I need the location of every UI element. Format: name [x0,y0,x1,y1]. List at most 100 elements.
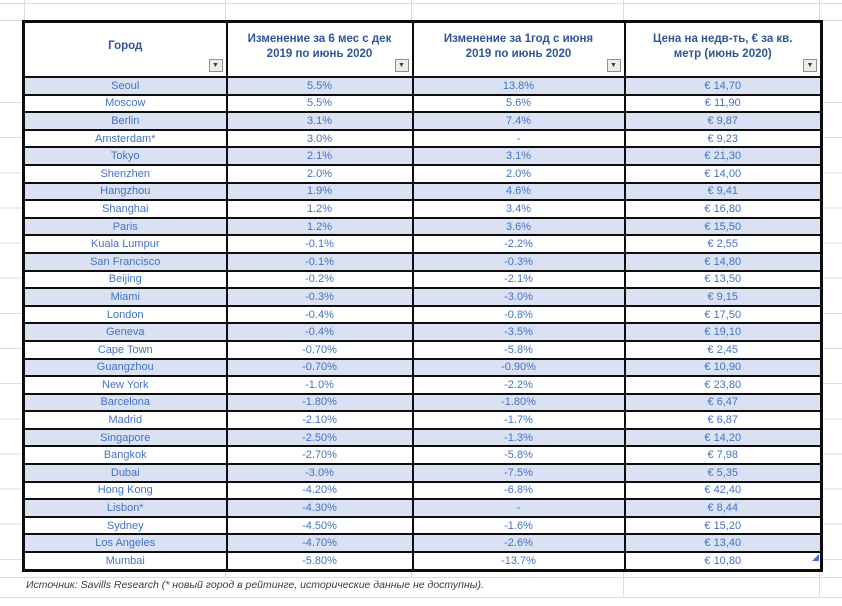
city-cell[interactable]: Singapore [22,427,228,448]
city-cell[interactable]: Guangzhou [22,357,228,378]
price-cell[interactable]: € 23,80 [623,375,823,395]
city-cell[interactable]: Amsterdam* [22,128,228,149]
change-6m-cell[interactable]: -2.10% [225,410,414,430]
change-1y-cell[interactable]: 13.8% [411,76,626,96]
change-6m-cell[interactable]: 3.1% [225,111,414,131]
price-cell[interactable]: € 7,98 [623,445,823,466]
change-6m-cell[interactable]: -4.30% [225,498,414,518]
price-cell[interactable]: € 9,41 [623,181,823,202]
change-1y-cell[interactable]: -2.1% [411,269,626,290]
column-header-price[interactable]: Цена на недв-ть, € за кв. метр (июнь 202… [623,20,823,78]
column-header-change-6m[interactable]: Изменение за 6 мес с дек 2019 по июнь 20… [225,20,414,78]
filter-button-change-6m[interactable]: ▼ [394,59,409,72]
change-1y-cell[interactable]: -2.2% [411,234,626,254]
city-cell[interactable]: Cape Town [22,339,228,360]
change-1y-cell[interactable]: 2.0% [411,163,626,184]
change-1y-cell[interactable]: -6.8% [411,480,626,501]
change-1y-cell[interactable]: -2.6% [411,533,626,554]
price-cell[interactable]: € 10,80 [623,551,823,572]
change-6m-cell[interactable]: -4.70% [225,533,414,554]
change-1y-cell[interactable]: 3.4% [411,199,626,219]
city-cell[interactable]: Hangzhou [22,181,228,202]
price-cell[interactable]: € 16,80 [623,199,823,219]
price-cell[interactable]: € 8,44 [623,498,823,518]
filter-button-price[interactable]: ▼ [803,59,817,72]
change-6m-cell[interactable]: -4.50% [225,515,414,536]
table-resize-handle[interactable] [812,554,819,561]
city-cell[interactable]: Kuala Lumpur [22,234,228,254]
price-cell[interactable]: € 13,40 [623,533,823,554]
change-1y-cell[interactable]: -2.2% [411,375,626,395]
change-6m-cell[interactable]: -0.1% [225,234,414,254]
city-cell[interactable]: Berlin [22,111,228,131]
price-cell[interactable]: € 10,90 [623,357,823,378]
price-cell[interactable]: € 5,35 [623,463,823,483]
change-1y-cell[interactable]: -5.8% [411,445,626,466]
price-cell[interactable]: € 14,70 [623,76,823,96]
price-cell[interactable]: € 14,00 [623,163,823,184]
price-cell[interactable]: € 14,80 [623,251,823,272]
column-header-city[interactable]: Город ▼ [22,20,228,78]
price-cell[interactable]: € 9,23 [623,128,823,149]
change-1y-cell[interactable]: -0.3% [411,251,626,272]
change-1y-cell[interactable]: -1.3% [411,427,626,448]
change-6m-cell[interactable]: -2.70% [225,445,414,466]
change-6m-cell[interactable]: -0.1% [225,251,414,272]
change-1y-cell[interactable]: 4.6% [411,181,626,202]
price-cell[interactable]: € 15,20 [623,515,823,536]
change-1y-cell[interactable]: -13.7% [411,551,626,572]
change-6m-cell[interactable]: -0.2% [225,269,414,290]
price-cell[interactable]: € 6,87 [623,410,823,430]
city-cell[interactable]: London [22,304,228,325]
change-6m-cell[interactable]: 2.1% [225,146,414,166]
city-cell[interactable]: Shenzhen [22,163,228,184]
change-1y-cell[interactable]: -3.0% [411,287,626,307]
city-cell[interactable]: Hong Kong [22,480,228,501]
change-6m-cell[interactable]: -0.3% [225,287,414,307]
price-cell[interactable]: € 15,50 [623,216,823,237]
change-6m-cell[interactable]: 2.0% [225,163,414,184]
city-cell[interactable]: Madrid [22,410,228,430]
price-cell[interactable]: € 17,50 [623,304,823,325]
change-6m-cell[interactable]: -1.0% [225,375,414,395]
price-cell[interactable]: € 13,50 [623,269,823,290]
column-header-change-1y[interactable]: Изменение за 1год с июня 2019 по июнь 20… [411,20,626,78]
change-1y-cell[interactable]: -1.80% [411,392,626,413]
city-cell[interactable]: Paris [22,216,228,237]
city-cell[interactable]: Shanghai [22,199,228,219]
change-6m-cell[interactable]: 1.9% [225,181,414,202]
change-1y-cell[interactable]: 3.6% [411,216,626,237]
change-6m-cell[interactable]: -4.20% [225,480,414,501]
city-cell[interactable]: Seoul [22,76,228,96]
filter-button-city[interactable]: ▼ [208,59,223,72]
city-cell[interactable]: Mumbai [22,551,228,572]
price-cell[interactable]: € 11,90 [623,93,823,114]
city-cell[interactable]: Tokyo [22,146,228,166]
city-cell[interactable]: Moscow [22,93,228,114]
change-1y-cell[interactable]: -1.6% [411,515,626,536]
change-1y-cell[interactable]: 3.1% [411,146,626,166]
price-cell[interactable]: € 14,20 [623,427,823,448]
city-cell[interactable]: Lisbon* [22,498,228,518]
price-cell[interactable]: € 9,15 [623,287,823,307]
change-6m-cell[interactable]: 1.2% [225,199,414,219]
price-cell[interactable]: € 2,45 [623,339,823,360]
change-1y-cell[interactable]: -1.7% [411,410,626,430]
change-1y-cell[interactable]: -0.90% [411,357,626,378]
change-1y-cell[interactable]: -3.5% [411,322,626,342]
change-6m-cell[interactable]: 1.2% [225,216,414,237]
price-cell[interactable]: € 42,40 [623,480,823,501]
city-cell[interactable]: Bangkok [22,445,228,466]
change-1y-cell[interactable]: -5.8% [411,339,626,360]
change-6m-cell[interactable]: 5.5% [225,93,414,114]
change-6m-cell[interactable]: -5.80% [225,551,414,572]
change-6m-cell[interactable]: -0.4% [225,304,414,325]
change-1y-cell[interactable]: -7.5% [411,463,626,483]
change-1y-cell[interactable]: - [411,128,626,149]
city-cell[interactable]: Geneva [22,322,228,342]
change-6m-cell[interactable]: -1.80% [225,392,414,413]
price-cell[interactable]: € 6,47 [623,392,823,413]
change-6m-cell[interactable]: -2.50% [225,427,414,448]
change-6m-cell[interactable]: -0.70% [225,339,414,360]
city-cell[interactable]: Dubai [22,463,228,483]
